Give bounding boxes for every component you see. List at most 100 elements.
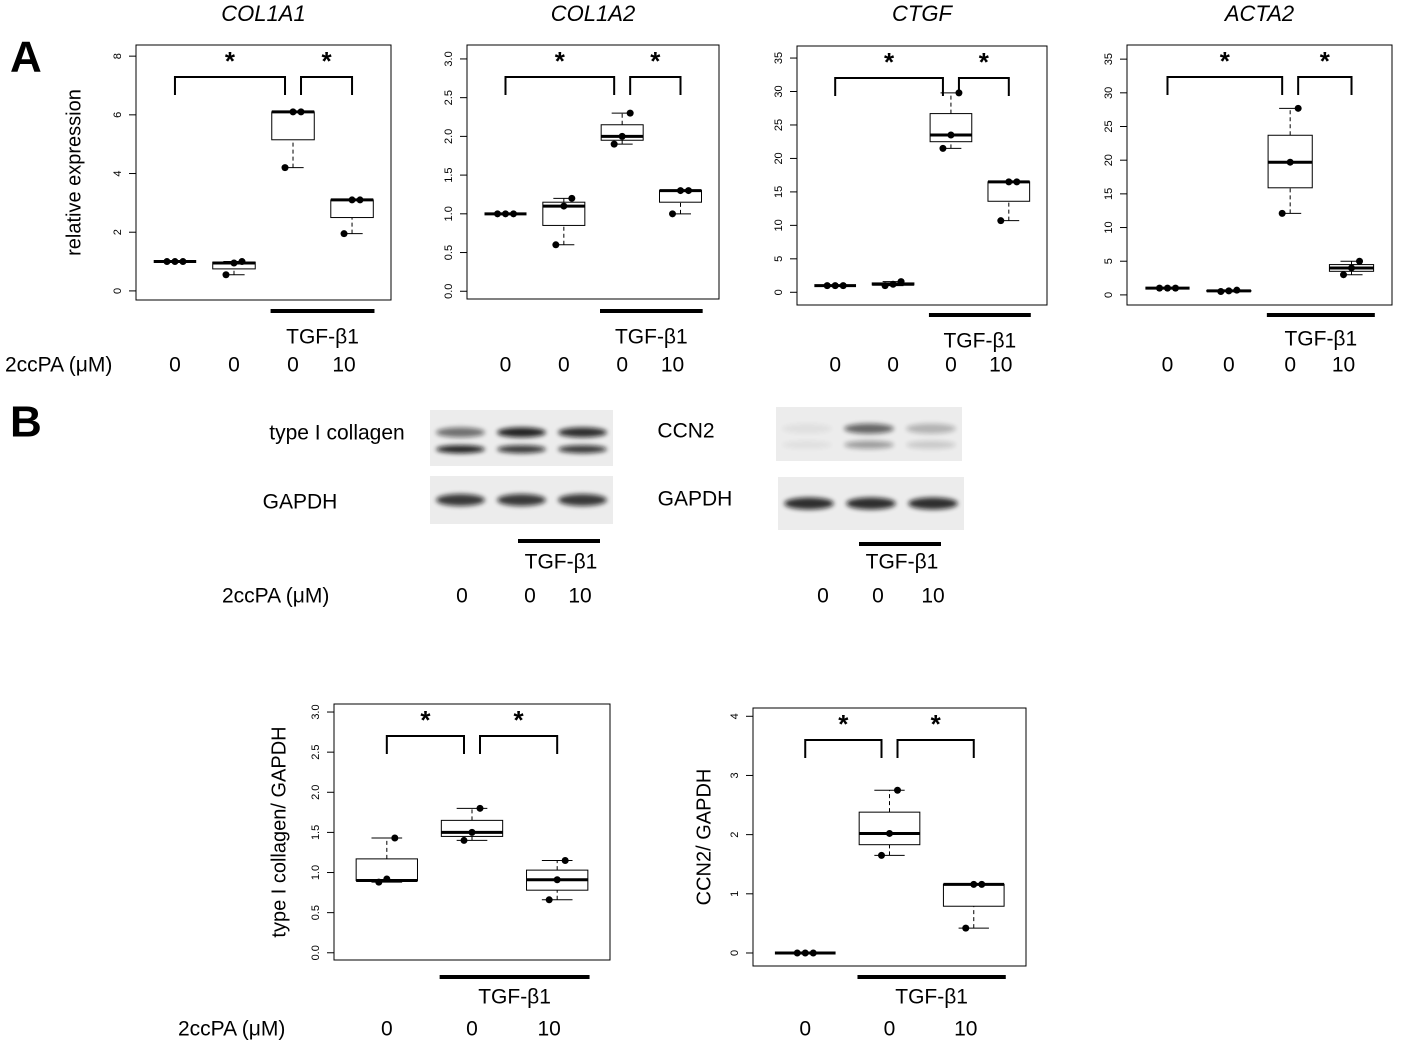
- y-axis-label: relative expression: [63, 89, 85, 256]
- y-tick-label: 2.5: [310, 745, 322, 760]
- data-point: [568, 194, 576, 202]
- significance-label: *: [1320, 46, 1331, 76]
- category-label: 10: [954, 1018, 977, 1041]
- y-tick-label: 25: [773, 119, 785, 131]
- blot-image: [776, 407, 962, 461]
- category-label: 10: [538, 1018, 561, 1041]
- data-point: [383, 875, 391, 883]
- data-point: [1356, 257, 1364, 265]
- data-point: [626, 109, 634, 117]
- data-point: [894, 786, 901, 794]
- plot-frame: [135, 44, 392, 301]
- data-point: [171, 258, 179, 266]
- category-label: 0: [169, 354, 181, 377]
- box: [271, 111, 315, 141]
- blot-band: [497, 427, 546, 438]
- blot-band: [497, 445, 546, 454]
- y-tick-label: 4: [112, 170, 124, 176]
- data-point: [1348, 264, 1356, 272]
- category-label: 0: [945, 354, 957, 377]
- data-point: [1233, 286, 1241, 294]
- data-point: [391, 834, 399, 842]
- blot-label: CCN2: [657, 420, 714, 443]
- plot-frame: [796, 45, 1048, 306]
- category-label: 0: [1223, 354, 1235, 377]
- data-point: [163, 258, 171, 266]
- significance-bracket: [504, 76, 616, 95]
- significance-bracket: [479, 735, 559, 754]
- data-point: [669, 210, 676, 218]
- blot-band: [908, 497, 958, 510]
- data-point: [947, 131, 955, 139]
- y-tick-label: 0.0: [443, 284, 455, 299]
- category-label: 0: [558, 354, 570, 377]
- y-tick-label: 5: [1103, 258, 1115, 264]
- y-tick-label: 30: [1103, 87, 1115, 99]
- plot-frame: [752, 707, 1027, 967]
- data-point: [222, 271, 230, 279]
- significance-bracket: [385, 735, 465, 754]
- category-label: 0: [1162, 354, 1174, 377]
- blot-band: [906, 423, 956, 434]
- category-label: 0: [1284, 354, 1296, 377]
- significance-label: *: [514, 705, 525, 735]
- data-point: [962, 924, 970, 932]
- significance-label: *: [321, 46, 332, 76]
- treatment-label: TGF-β1: [943, 330, 1016, 353]
- data-point: [881, 282, 889, 290]
- data-point: [560, 202, 568, 210]
- data-point: [1340, 271, 1348, 279]
- data-point: [1278, 209, 1286, 217]
- y-tick-label: 1.0: [443, 206, 455, 221]
- chart-title: COL1A2: [551, 1, 635, 26]
- y-tick-label: 3.0: [443, 51, 455, 66]
- blot-band: [782, 440, 832, 449]
- data-point: [1171, 284, 1179, 292]
- significance-bracket: [804, 739, 883, 758]
- treatment-label: TGF-β1: [895, 986, 968, 1009]
- box: [542, 201, 586, 226]
- significance-label: *: [555, 46, 566, 76]
- y-tick-label: 0.0: [310, 945, 322, 960]
- y-tick-label: 0: [112, 288, 124, 294]
- category-label: 10: [989, 354, 1012, 377]
- treatment-label: TGF-β1: [1284, 328, 1357, 351]
- data-point: [685, 187, 692, 195]
- significance-label: *: [979, 47, 990, 77]
- data-point: [831, 282, 839, 290]
- data-point: [1163, 284, 1171, 292]
- y-tick-label: 2: [112, 229, 124, 235]
- data-point: [1005, 178, 1013, 186]
- y-tick-label: 4: [729, 713, 741, 719]
- data-point: [375, 878, 383, 886]
- significance-label: *: [838, 709, 849, 739]
- data-point: [801, 949, 809, 957]
- treatment-label: TGF-β1: [866, 551, 939, 574]
- chart-title: ACTA2: [1223, 1, 1294, 26]
- data-point: [793, 949, 801, 957]
- y-tick-label: 8: [112, 53, 124, 59]
- data-point: [886, 829, 893, 837]
- blot-band: [436, 427, 485, 438]
- blot-band: [558, 427, 607, 438]
- y-tick-label: 0: [1103, 292, 1115, 298]
- data-point: [510, 210, 517, 218]
- y-tick-label: 1: [729, 891, 741, 897]
- y-tick-label: 15: [773, 186, 785, 198]
- y-tick-label: 0: [729, 950, 741, 956]
- blot-image: [430, 410, 613, 466]
- y-tick-label: 1.5: [310, 825, 322, 840]
- significance-bracket: [834, 77, 944, 96]
- blot-band: [436, 445, 485, 454]
- y-tick-label: 0.5: [443, 245, 455, 260]
- significance-bracket: [957, 77, 1010, 96]
- y-tick-label: 30: [773, 85, 785, 97]
- category-label: 0: [228, 354, 240, 377]
- data-point: [545, 896, 553, 904]
- y-tick-label: 1.5: [443, 167, 455, 182]
- significance-label: *: [931, 709, 942, 739]
- blot-band: [844, 440, 894, 449]
- blot-band: [782, 423, 832, 434]
